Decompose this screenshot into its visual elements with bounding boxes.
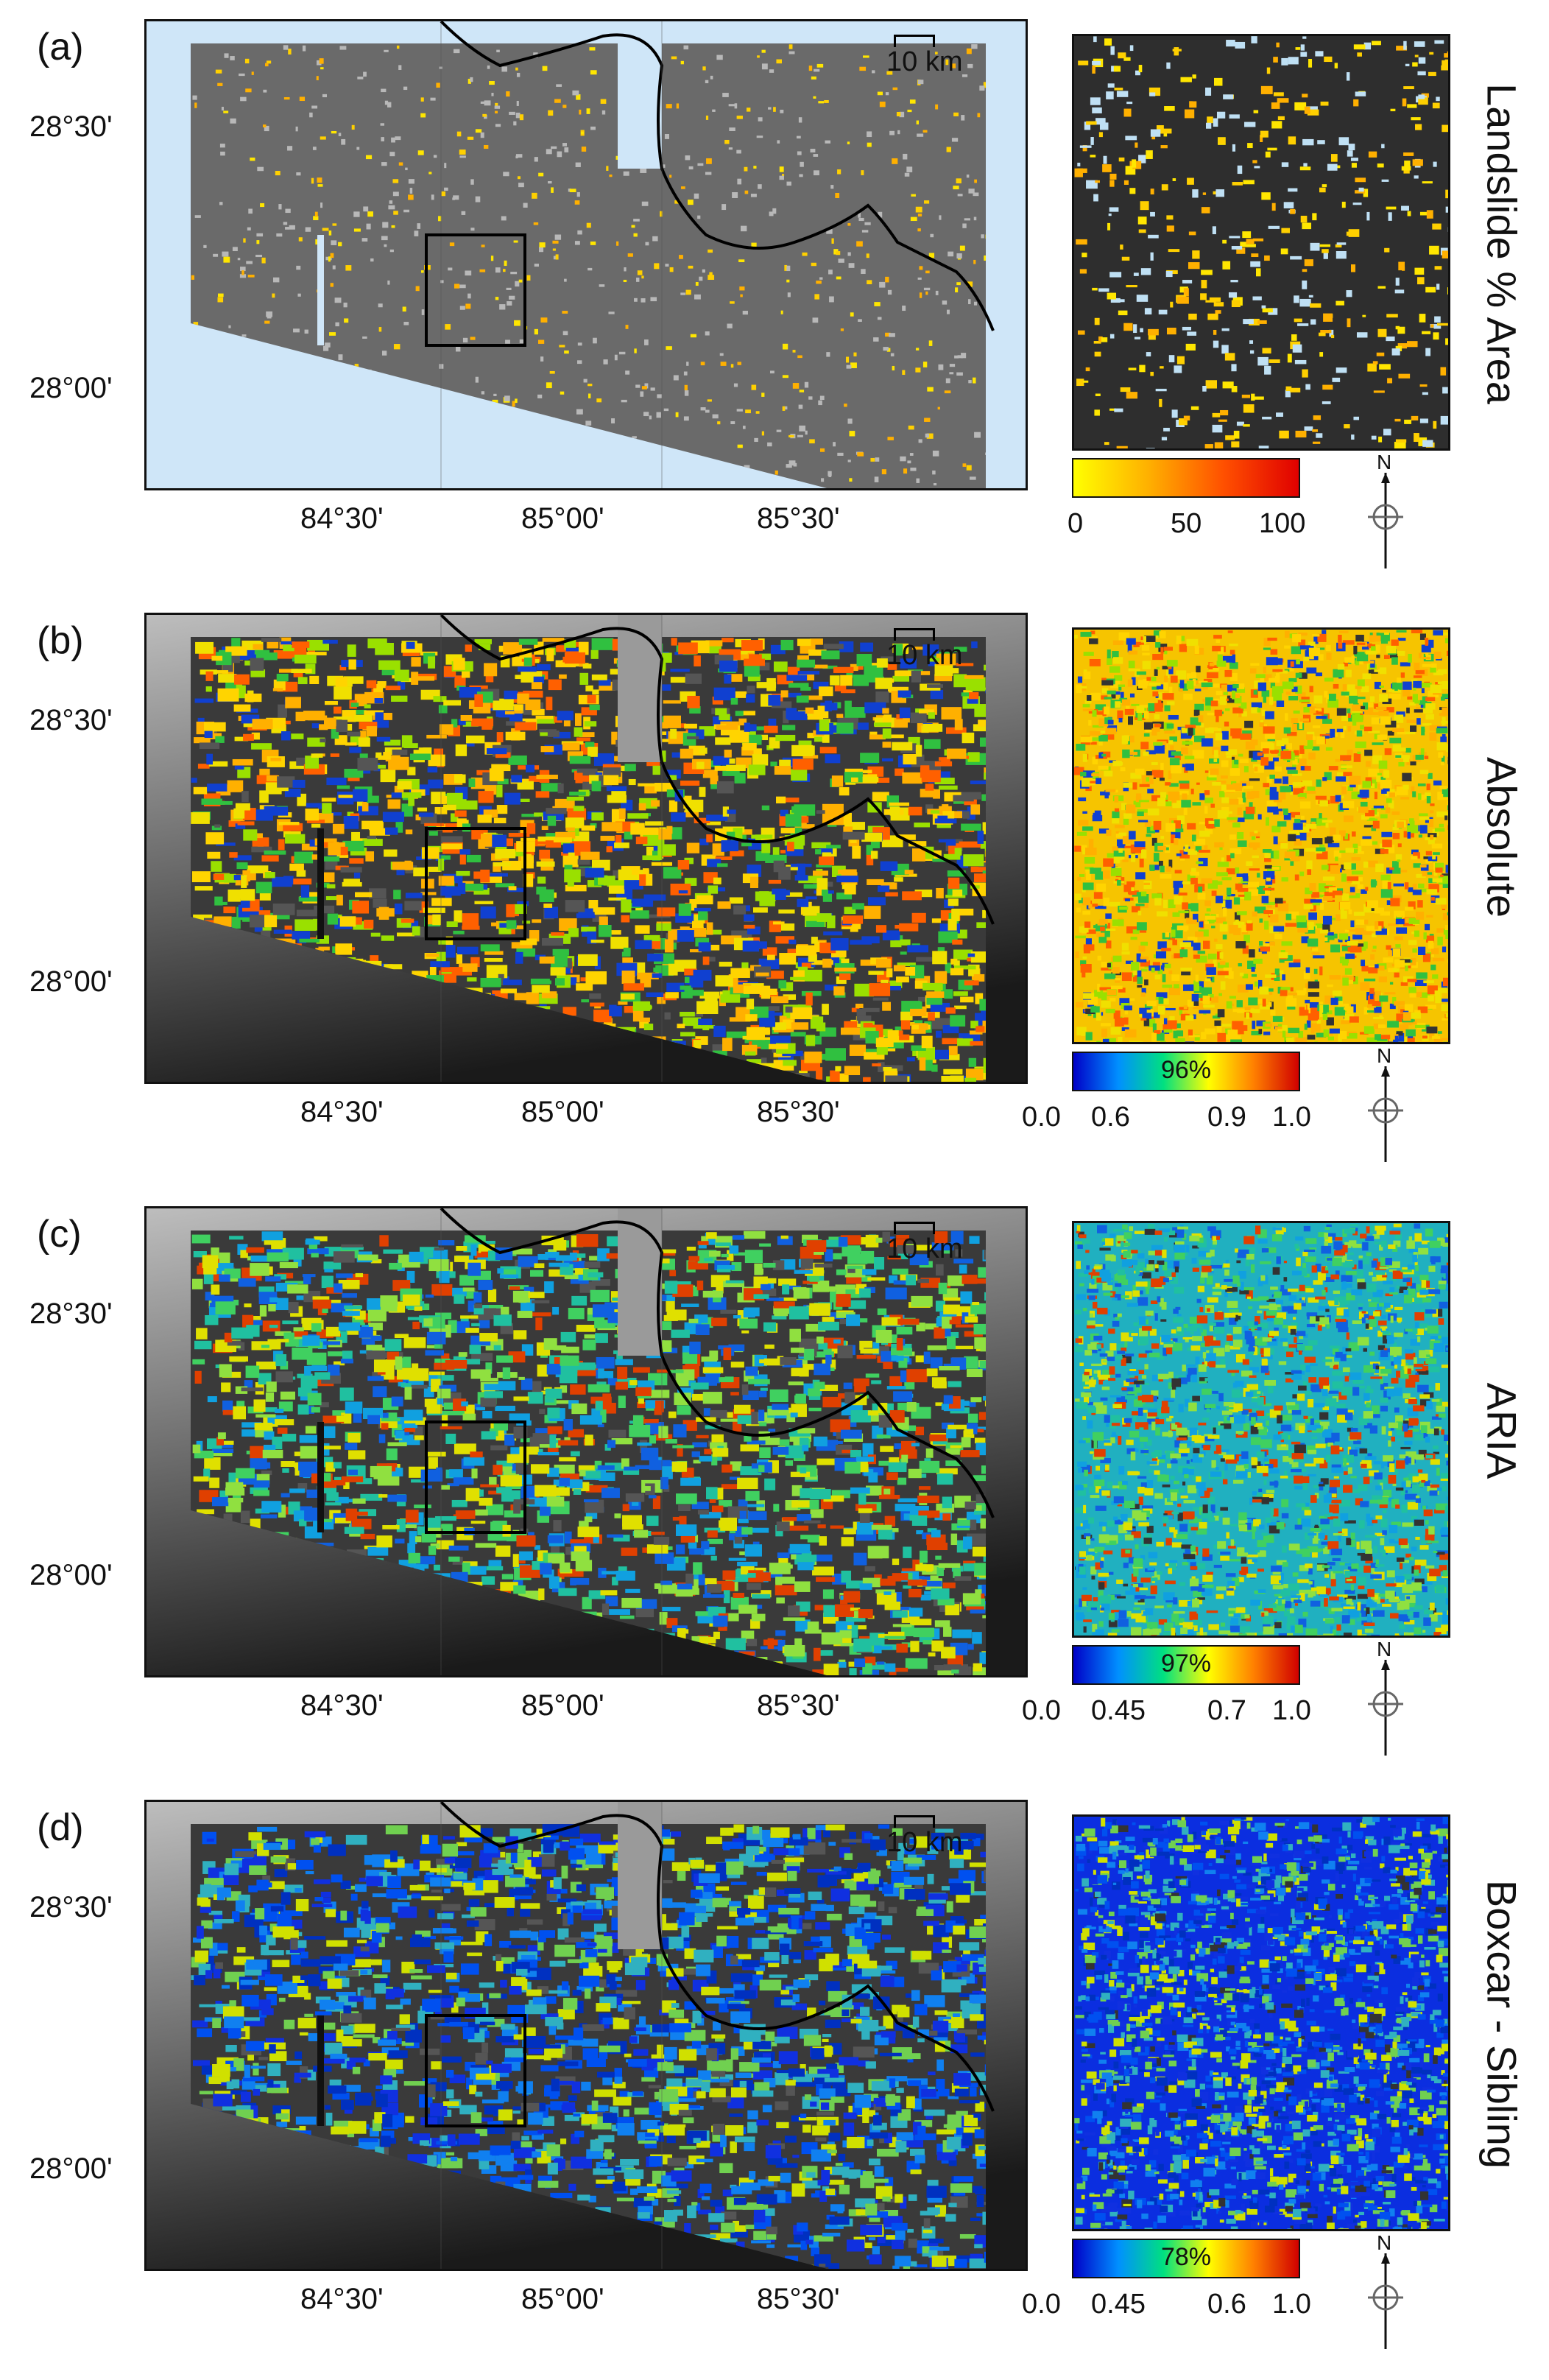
panel-title-text: Landslide % Area bbox=[1478, 83, 1525, 404]
north-arrow-icon: N bbox=[1363, 1638, 1408, 1756]
north-arrow-icon: N bbox=[1363, 451, 1408, 568]
latitude-label: 28°30' bbox=[29, 704, 113, 736]
north-label: N bbox=[1377, 2231, 1392, 2254]
colorbar-tick-label: 0.0 bbox=[1022, 2289, 1061, 2320]
colorbar-tick-label: 0.6 bbox=[1207, 2289, 1246, 2320]
inset-raster bbox=[1074, 1223, 1448, 1636]
panel-title: ARIA bbox=[1476, 1221, 1528, 1641]
country-border-line bbox=[440, 21, 995, 331]
colorbar: 96% bbox=[1072, 1052, 1300, 1091]
scale-bar: 10 km bbox=[886, 1811, 967, 1858]
colorbar-tick-label: 0.45 bbox=[1091, 1695, 1146, 1726]
colorbar: 78% bbox=[1072, 2239, 1300, 2278]
longitude-label: 85°30' bbox=[757, 1096, 840, 1128]
north-label: N bbox=[1377, 451, 1392, 473]
colorbar-tick-label: 0.7 bbox=[1207, 1695, 1246, 1726]
longitude-label: 85°00' bbox=[521, 1689, 604, 1722]
panel-c: (c) 28°30' 28°00' 84°30' 85°00' 85°30' 10 km 97… bbox=[0, 1187, 1549, 1782]
main-map: 10 km bbox=[144, 1800, 1028, 2271]
longitude-label: 84°30' bbox=[300, 1689, 384, 1722]
inset-extent-box bbox=[425, 827, 526, 940]
country-border-line bbox=[440, 1802, 995, 2112]
longitude-label: 84°30' bbox=[300, 1096, 384, 1128]
colorbar: 97% bbox=[1072, 1645, 1300, 1685]
colorbar-tick-label: 0.0 bbox=[1022, 1695, 1061, 1726]
map-raster bbox=[147, 21, 1026, 488]
colorbar-tick-label: 0.9 bbox=[1207, 1102, 1246, 1133]
map-raster bbox=[147, 1208, 1026, 1675]
panel-title: Landslide % Area bbox=[1476, 34, 1528, 454]
latitude-label: 28°00' bbox=[29, 2152, 113, 2185]
map-raster bbox=[147, 615, 1026, 1082]
north-arrow-icon: N bbox=[1363, 1044, 1408, 1162]
north-label: N bbox=[1377, 1044, 1392, 1067]
panel-label: (a) bbox=[37, 26, 84, 68]
latitude-label: 28°30' bbox=[29, 1298, 113, 1330]
inset-raster bbox=[1074, 630, 1448, 1042]
colorbar-tick-label: 100 bbox=[1259, 508, 1306, 539]
country-border-line bbox=[440, 1208, 995, 1518]
panel-label: (c) bbox=[37, 1213, 82, 1256]
north-label: N bbox=[1377, 1638, 1392, 1661]
latitude-label: 28°00' bbox=[29, 965, 113, 998]
panel-title: Absolute bbox=[1476, 627, 1528, 1047]
longitude-label: 84°30' bbox=[300, 502, 384, 535]
latitude-label: 28°30' bbox=[29, 110, 113, 143]
colorbar-tick-label: 50 bbox=[1171, 508, 1202, 539]
longitude-label: 85°00' bbox=[521, 1096, 604, 1128]
inset-map bbox=[1072, 1814, 1450, 2231]
longitude-label: 85°00' bbox=[521, 2283, 604, 2315]
panel-label: (d) bbox=[37, 1806, 84, 1849]
inset-raster bbox=[1074, 1817, 1448, 2229]
colorbar bbox=[1072, 458, 1300, 498]
inset-raster bbox=[1074, 36, 1448, 448]
main-map: 10 km bbox=[144, 613, 1028, 1084]
inset-map bbox=[1072, 627, 1450, 1044]
latitude-label: 28°00' bbox=[29, 1559, 113, 1591]
scale-bar-label: 10 km bbox=[886, 1827, 963, 1858]
colorbar-percent-label: 78% bbox=[1160, 2243, 1212, 2271]
longitude-label: 84°30' bbox=[300, 2283, 384, 2315]
colorbar-tick-label: 1.0 bbox=[1272, 1102, 1311, 1133]
colorbar-percent-label: 97% bbox=[1160, 1650, 1212, 1677]
panel-title-text: Boxcar - Sibling bbox=[1478, 1879, 1525, 2169]
colorbar-tick-label: 0.0 bbox=[1022, 1102, 1061, 1133]
panel-label: (b) bbox=[37, 619, 84, 662]
panel-d: (d) 28°30' 28°00' 84°30' 85°00' 85°30' 10 km 78… bbox=[0, 1781, 1549, 2376]
scale-bar-label: 10 km bbox=[886, 640, 963, 671]
inset-extent-box bbox=[425, 233, 526, 347]
panel-title-text: ARIA bbox=[1478, 1382, 1525, 1479]
colorbar-tick-label: 1.0 bbox=[1272, 2289, 1311, 2320]
colorbar-tick-label: 0.6 bbox=[1091, 1102, 1130, 1133]
scale-bar: 10 km bbox=[886, 30, 967, 77]
colorbar-tick-label: 1.0 bbox=[1272, 1695, 1311, 1726]
colorbar-percent-label: 96% bbox=[1160, 1056, 1212, 1084]
scale-bar-label: 10 km bbox=[886, 1233, 963, 1264]
scale-bar: 10 km bbox=[886, 1217, 967, 1264]
main-map: 10 km bbox=[144, 19, 1028, 490]
panel-a: (a) 28°30' 28°00' 84°30' 85°00' 85°30' 10 km 0 5… bbox=[0, 0, 1549, 595]
latitude-label: 28°00' bbox=[29, 372, 113, 404]
latitude-label: 28°30' bbox=[29, 1891, 113, 1923]
inset-map bbox=[1072, 34, 1450, 451]
main-map: 10 km bbox=[144, 1206, 1028, 1677]
panel-title: Boxcar - Sibling bbox=[1476, 1814, 1528, 2234]
country-border-line bbox=[440, 615, 995, 925]
colorbar-tick-label: 0 bbox=[1068, 508, 1084, 539]
longitude-label: 85°30' bbox=[757, 1689, 840, 1722]
colorbar-tick-label: 0.45 bbox=[1091, 2289, 1146, 2320]
map-raster bbox=[147, 1802, 1026, 2269]
panel-b: (b) 28°30' 28°00' 84°30' 85°00' 85°30' 10 km 96… bbox=[0, 594, 1549, 1189]
north-arrow-icon: N bbox=[1363, 2231, 1408, 2349]
longitude-label: 85°00' bbox=[521, 502, 604, 535]
inset-extent-box bbox=[425, 1420, 526, 1534]
inset-extent-box bbox=[425, 2014, 526, 2127]
inset-map bbox=[1072, 1221, 1450, 1638]
longitude-label: 85°30' bbox=[757, 502, 840, 535]
longitude-label: 85°30' bbox=[757, 2283, 840, 2315]
scale-bar-label: 10 km bbox=[886, 46, 963, 77]
panel-title-text: Absolute bbox=[1478, 757, 1525, 918]
scale-bar: 10 km bbox=[886, 624, 967, 671]
